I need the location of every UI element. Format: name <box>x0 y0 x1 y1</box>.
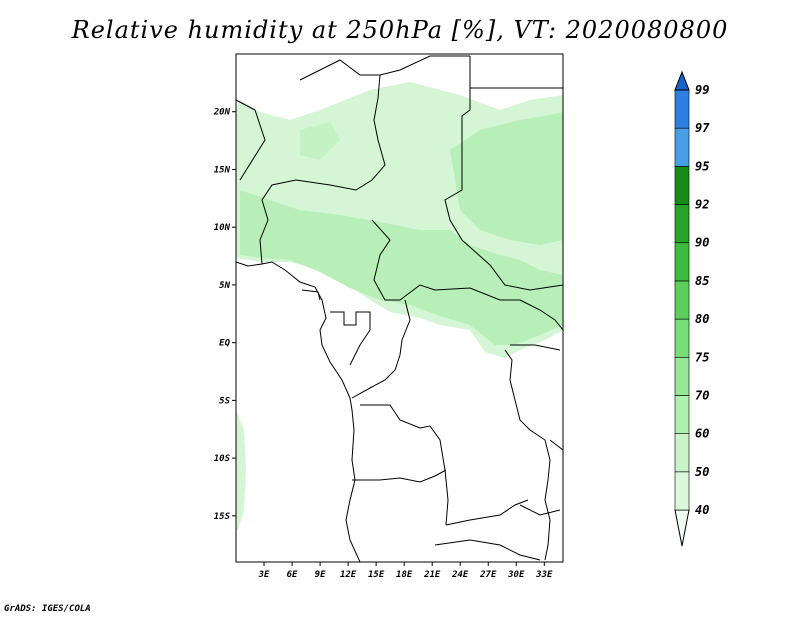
humidity-region-band <box>240 190 563 345</box>
humidity-field <box>236 82 563 530</box>
lon-tick-label: 15E <box>368 570 385 580</box>
colorbar-swatch <box>674 204 690 244</box>
colorbar-swatch <box>674 127 690 167</box>
colorbar-label: 40 <box>695 503 709 517</box>
colorbar-label: 90 <box>695 236 709 250</box>
grads-credit: GrADS: IGES/COLA <box>4 604 91 614</box>
lat-tick-label: 15N <box>214 165 231 175</box>
colorbar-label: 95 <box>695 159 709 173</box>
lon-tick-label: 30E <box>507 570 525 580</box>
colorbar-swatch <box>674 318 690 358</box>
colorbar-label: 85 <box>695 274 709 288</box>
colorbar: 40 50 60 70 75 80 85 90 92 95 97 99 <box>674 70 710 547</box>
colorbar-swatch <box>674 166 690 205</box>
lat-tick-label: 15S <box>214 512 231 522</box>
lon-tick-label: 18E <box>396 570 413 580</box>
lon-tick-label: 3E <box>258 570 270 580</box>
humidity-region-east <box>450 112 563 245</box>
longitude-axis: 3E 6E 9E 12E 15E 18E 21E 24E 27E 30E 33E <box>258 562 553 580</box>
colorbar-label: 75 <box>695 350 709 364</box>
lon-tick-label: 9E <box>315 570 326 580</box>
colorbar-label: 92 <box>695 198 709 212</box>
lat-tick-label: 5S <box>219 396 230 406</box>
lon-tick-label: 21E <box>423 570 441 580</box>
lon-tick-label: 12E <box>340 570 357 580</box>
map-frame <box>235 53 564 563</box>
colorbar-swatch <box>674 280 690 320</box>
colorbar-label: 97 <box>695 121 710 135</box>
lon-tick-label: 24E <box>451 570 469 580</box>
colorbar-label: 50 <box>695 465 709 479</box>
map-title: Relative humidity at 250hPa [%], VT: 202… <box>71 16 729 44</box>
colorbar-label: 60 <box>695 427 709 441</box>
humidity-region-west-strip <box>236 410 246 530</box>
colorbar-lower-arrow <box>674 509 690 547</box>
country-borders <box>235 55 564 563</box>
colorbar-swatch <box>674 433 690 473</box>
colorbar-swatch <box>674 242 690 282</box>
lon-tick-label: 27E <box>479 570 497 580</box>
colorbar-upper-arrow <box>674 70 690 91</box>
lat-tick-label: 10N <box>214 223 231 233</box>
colorbar-label: 99 <box>695 83 709 97</box>
lat-tick-label: EQ <box>219 339 230 349</box>
colorbar-swatch <box>674 471 690 511</box>
colorbar-label: 80 <box>695 312 709 326</box>
latitude-axis: 20N 15N 10N 5N EQ 5S 10S 15S <box>213 108 236 522</box>
lat-tick-label: 10S <box>214 454 231 464</box>
colorbar-swatch <box>674 89 690 129</box>
lat-tick-label: 20N <box>213 108 231 118</box>
colorbar-swatch <box>674 356 690 396</box>
lon-tick-label: 6E <box>287 570 298 580</box>
colorbar-swatch <box>674 395 690 434</box>
humidity-region-nw <box>300 122 340 160</box>
colorbar-label: 70 <box>695 388 709 402</box>
lat-tick-label: 5N <box>219 281 230 291</box>
lon-tick-label: 33E <box>535 570 553 580</box>
